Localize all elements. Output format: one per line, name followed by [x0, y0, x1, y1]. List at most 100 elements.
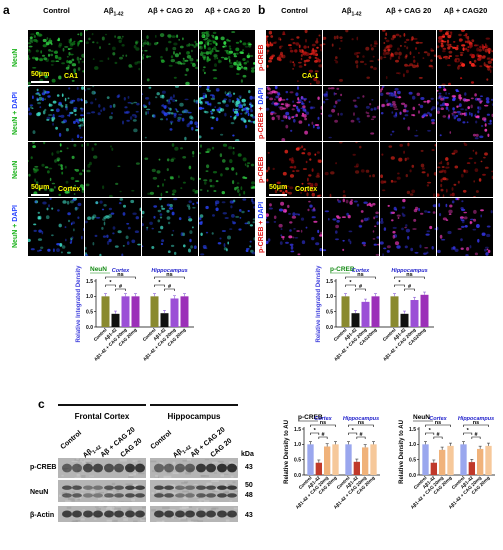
y-tick-label: 0.5: [326, 309, 333, 315]
micrograph-tile: [437, 198, 493, 256]
bar: [361, 301, 370, 327]
kda-pcreb: 43: [245, 464, 253, 471]
panel-b-row-pcreb: p-CREB: [258, 44, 265, 71]
group-label: Cortex: [352, 268, 370, 274]
group-line-hippo: [150, 404, 238, 406]
significance-star: *: [467, 428, 470, 434]
group-label: Hippocampus: [391, 268, 427, 274]
blot-strip: [150, 480, 238, 502]
micrograph-tile: [28, 198, 84, 256]
panel-b-row-pcreb-dapi: p-CREB + DAPI: [258, 87, 265, 140]
y-axis-label: Relative Density to AU: [399, 420, 405, 484]
bar: [371, 296, 380, 327]
bar: [101, 296, 110, 327]
bar: [477, 448, 484, 475]
bar: [332, 444, 339, 475]
micrograph-tile: [142, 30, 198, 85]
micrograph-tile: [266, 30, 322, 85]
bar: [315, 462, 322, 475]
panel-a-col-abeta: Aβ1-42: [103, 6, 124, 18]
significance-star-bracket: [154, 284, 165, 287]
significance-star-bracket: [345, 284, 356, 287]
micrograph-tile: [199, 142, 255, 197]
micrograph-tile: [437, 86, 493, 141]
kda-header: kDa: [241, 451, 254, 458]
panel-b-letter: b: [258, 3, 266, 17]
chart-pcreb-wb: p-CREB 0.0 0.5 1.0 1.5 Relative Density to AU…: [284, 414, 380, 510]
blot-row-actin: β-Actin: [30, 512, 55, 519]
significance-star: *: [314, 428, 317, 434]
panel-a-row-neun-cortex: NeuN: [12, 160, 19, 179]
bar: [422, 444, 429, 475]
significance-star: *: [349, 280, 352, 286]
significance-hash: #: [474, 432, 477, 438]
significance-ns-bracket: [105, 276, 136, 279]
significance-ns: ns: [358, 420, 364, 426]
bar: [439, 449, 446, 475]
significance-hash-bracket: [164, 288, 175, 291]
panel-b-region-ca1: CA-1: [302, 73, 319, 80]
panel-a-col-control: Control: [43, 6, 70, 15]
chart-neun-wb: NeuN 0.0 0.5 1.0 1.5 Relative Density to AU Co…: [399, 414, 495, 510]
significance-hash-bracket: [433, 436, 443, 439]
micrograph-tile: [323, 142, 379, 197]
significance-ns-bracket: [345, 276, 376, 279]
y-tick-label: 0.5: [86, 309, 93, 315]
panel-a-scalebar-cortex: [31, 194, 49, 196]
y-tick-label: 0.0: [86, 325, 93, 331]
micrograph-tile: [266, 142, 322, 197]
panel-a-region-cortex: Cortex: [58, 186, 81, 193]
chart-neun-if: NeuN 0.0 0.5 1.0 1.5 Relative Integrated Dens…: [76, 265, 194, 362]
group-label: Cortex: [429, 416, 447, 422]
significance-ns-bracket: [463, 424, 489, 427]
micrograph-tile: [142, 142, 198, 197]
panel-a-row-neun-dapi: NeuN + DAPI: [12, 92, 19, 135]
significance-star: *: [429, 428, 432, 434]
micrograph-tile: [85, 142, 141, 197]
panel-a-scale-label-ca1: 50μm: [31, 71, 50, 78]
significance-hash: #: [359, 284, 362, 290]
bar: [447, 445, 454, 475]
micrograph-tile: [323, 30, 379, 85]
chart-tag: p-CREB: [330, 266, 355, 273]
significance-ns: ns: [473, 420, 479, 426]
group-label: Hippocampus: [458, 416, 494, 422]
kda-neun-48: 48: [245, 492, 253, 499]
significance-hash-bracket: [404, 288, 415, 291]
micrograph-tile: [85, 30, 141, 85]
micrograph-tile: [142, 198, 198, 256]
y-tick-label: 0.0: [326, 325, 333, 331]
significance-star: *: [352, 428, 355, 434]
group-label-hippo: Hippocampus: [167, 412, 221, 421]
group-label: Hippocampus: [151, 268, 187, 274]
significance-star-bracket: [348, 432, 358, 435]
bar: [324, 446, 331, 475]
y-axis-label: Relative Density to AU: [284, 420, 290, 484]
y-tick-label: 0.5: [409, 457, 416, 463]
micrograph-tile: [28, 30, 84, 85]
significance-star-bracket: [394, 284, 405, 287]
bar: [160, 313, 169, 327]
blot-strip: [150, 458, 238, 478]
y-tick-label: 1.5: [86, 279, 93, 285]
significance-star-bracket: [105, 284, 116, 287]
y-tick-label: 1.5: [409, 427, 416, 433]
panel-b-region-cortex: Cortex: [295, 186, 318, 193]
micrograph-tile: [199, 86, 255, 141]
significance-hash: #: [168, 284, 171, 290]
micrograph-tile: [266, 198, 322, 256]
significance-star-bracket: [425, 432, 435, 435]
micrograph-tile: [85, 198, 141, 256]
significance-hash-bracket: [356, 436, 366, 439]
chart-tag: NeuN: [90, 266, 107, 273]
blot-strip: [150, 506, 238, 522]
panel-a-scalebar-ca1: [31, 81, 49, 83]
significance-ns-bracket: [154, 276, 185, 279]
micrograph-tile: [266, 86, 322, 141]
chart-tag: NeuN: [413, 414, 430, 421]
panel-b-col-abeta-cag-2: Aβ + CAG20: [443, 6, 488, 15]
micrograph-tile: [28, 142, 84, 197]
blot-strip: [58, 480, 146, 502]
bar: [111, 313, 120, 327]
significance-hash: #: [321, 432, 324, 438]
